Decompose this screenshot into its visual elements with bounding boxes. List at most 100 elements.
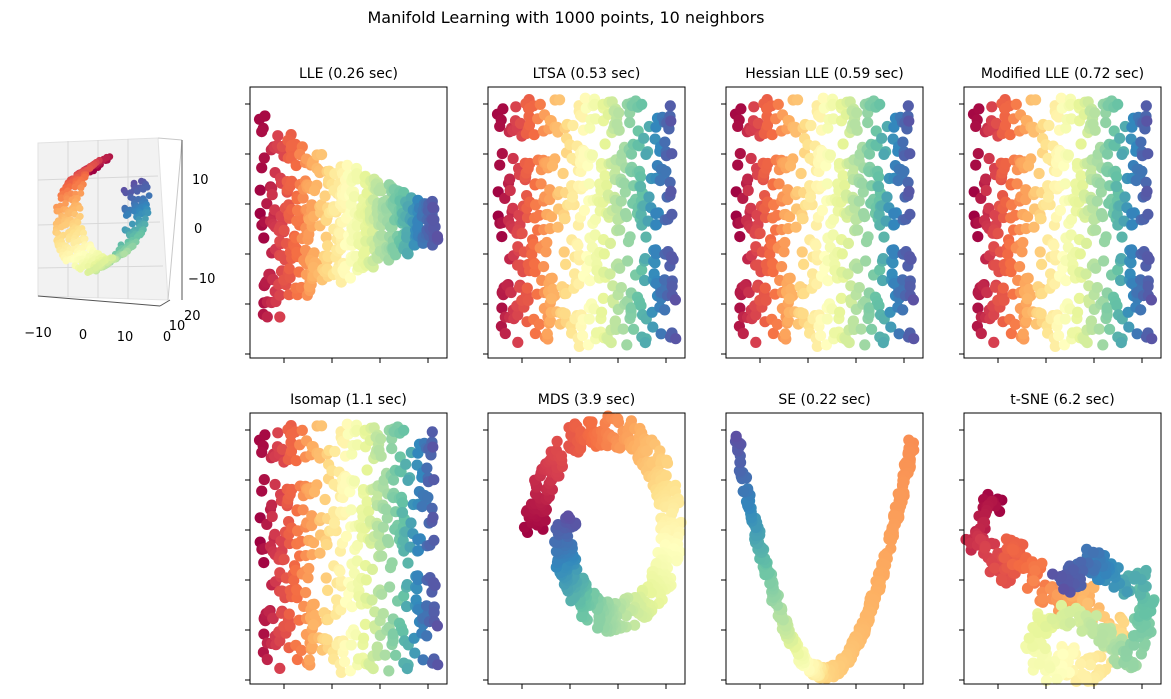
data-point <box>842 268 854 280</box>
data-point <box>400 458 412 470</box>
data-point <box>1126 208 1138 220</box>
data-point <box>1049 340 1061 352</box>
data-point <box>328 478 340 490</box>
data-point <box>772 98 784 110</box>
data-point <box>514 117 527 129</box>
data-point <box>296 424 308 436</box>
data-point <box>666 280 678 293</box>
data-point <box>874 98 886 110</box>
data-point <box>278 224 290 236</box>
data-point <box>1048 239 1060 251</box>
data-point <box>544 315 557 327</box>
data-point <box>1065 229 1077 241</box>
data-point <box>1090 262 1102 274</box>
scatter-points <box>729 92 920 352</box>
data-point <box>322 584 334 597</box>
data-point <box>1002 248 1014 260</box>
data-point <box>504 184 516 197</box>
data-point <box>881 191 893 203</box>
data-point <box>1037 593 1049 605</box>
data-point <box>386 443 398 455</box>
data-point <box>815 111 827 123</box>
data-point <box>1112 98 1124 110</box>
data-point <box>1042 152 1054 164</box>
data-point <box>877 274 889 287</box>
data-point <box>798 287 810 300</box>
data-point <box>767 327 780 340</box>
data-point <box>732 159 744 171</box>
data-point <box>1078 334 1090 346</box>
data-point <box>625 302 637 314</box>
data-point <box>621 339 633 351</box>
data-point <box>811 340 823 352</box>
data-point <box>306 519 318 532</box>
data-point <box>666 508 678 520</box>
data-point <box>972 148 984 160</box>
data-point <box>307 619 320 631</box>
data-point <box>596 306 608 318</box>
data-point <box>421 630 433 642</box>
data-point <box>983 152 995 165</box>
data-point <box>903 115 915 127</box>
data-point <box>661 457 674 469</box>
data-point <box>339 437 351 449</box>
data-point <box>286 175 298 187</box>
data-point <box>863 148 876 160</box>
surface-point <box>80 229 87 237</box>
data-point <box>641 445 653 457</box>
data-point <box>1091 282 1103 294</box>
data-point <box>903 185 915 197</box>
data-point <box>664 100 676 112</box>
data-point <box>1140 176 1152 188</box>
data-point <box>396 506 409 519</box>
data-point <box>1094 177 1106 189</box>
data-point <box>266 510 278 523</box>
data-point <box>510 101 522 113</box>
data-point <box>566 152 578 164</box>
s-curve-points <box>52 153 153 276</box>
data-point <box>647 321 659 333</box>
data-point <box>505 286 517 299</box>
data-point <box>990 259 1002 271</box>
data-point <box>589 229 601 241</box>
data-point <box>1034 213 1046 225</box>
data-point <box>1101 302 1113 314</box>
data-point <box>316 420 328 432</box>
data-point <box>751 209 763 221</box>
data-point <box>583 313 595 325</box>
data-point <box>617 323 629 335</box>
data-point <box>560 287 572 300</box>
data-point <box>897 136 909 148</box>
data-point <box>422 491 434 503</box>
data-point <box>1111 171 1123 183</box>
surface-point <box>92 264 100 272</box>
data-point <box>1034 246 1046 258</box>
data-point <box>546 160 559 172</box>
data-point <box>345 504 357 516</box>
data-point <box>361 496 373 508</box>
data-point <box>842 237 855 249</box>
data-point <box>373 185 385 197</box>
data-point <box>863 302 875 314</box>
data-point <box>785 283 797 295</box>
data-point <box>348 475 360 487</box>
data-point <box>659 304 671 316</box>
x-axis-3d <box>37 295 161 307</box>
data-point <box>655 328 667 340</box>
data-point <box>1028 221 1040 233</box>
data-point <box>1135 136 1147 148</box>
data-point <box>381 534 394 546</box>
surface-point <box>144 209 152 217</box>
data-point <box>428 534 440 547</box>
scatter-points <box>967 92 1158 352</box>
data-point <box>784 160 797 172</box>
data-point <box>1067 564 1079 576</box>
data-point <box>639 274 651 287</box>
data-point <box>1017 328 1029 340</box>
x-tick-label: −10 <box>24 326 51 341</box>
data-point <box>636 264 648 276</box>
data-point <box>254 207 266 220</box>
data-point <box>256 446 268 458</box>
data-point <box>748 101 760 113</box>
data-point <box>427 214 439 226</box>
